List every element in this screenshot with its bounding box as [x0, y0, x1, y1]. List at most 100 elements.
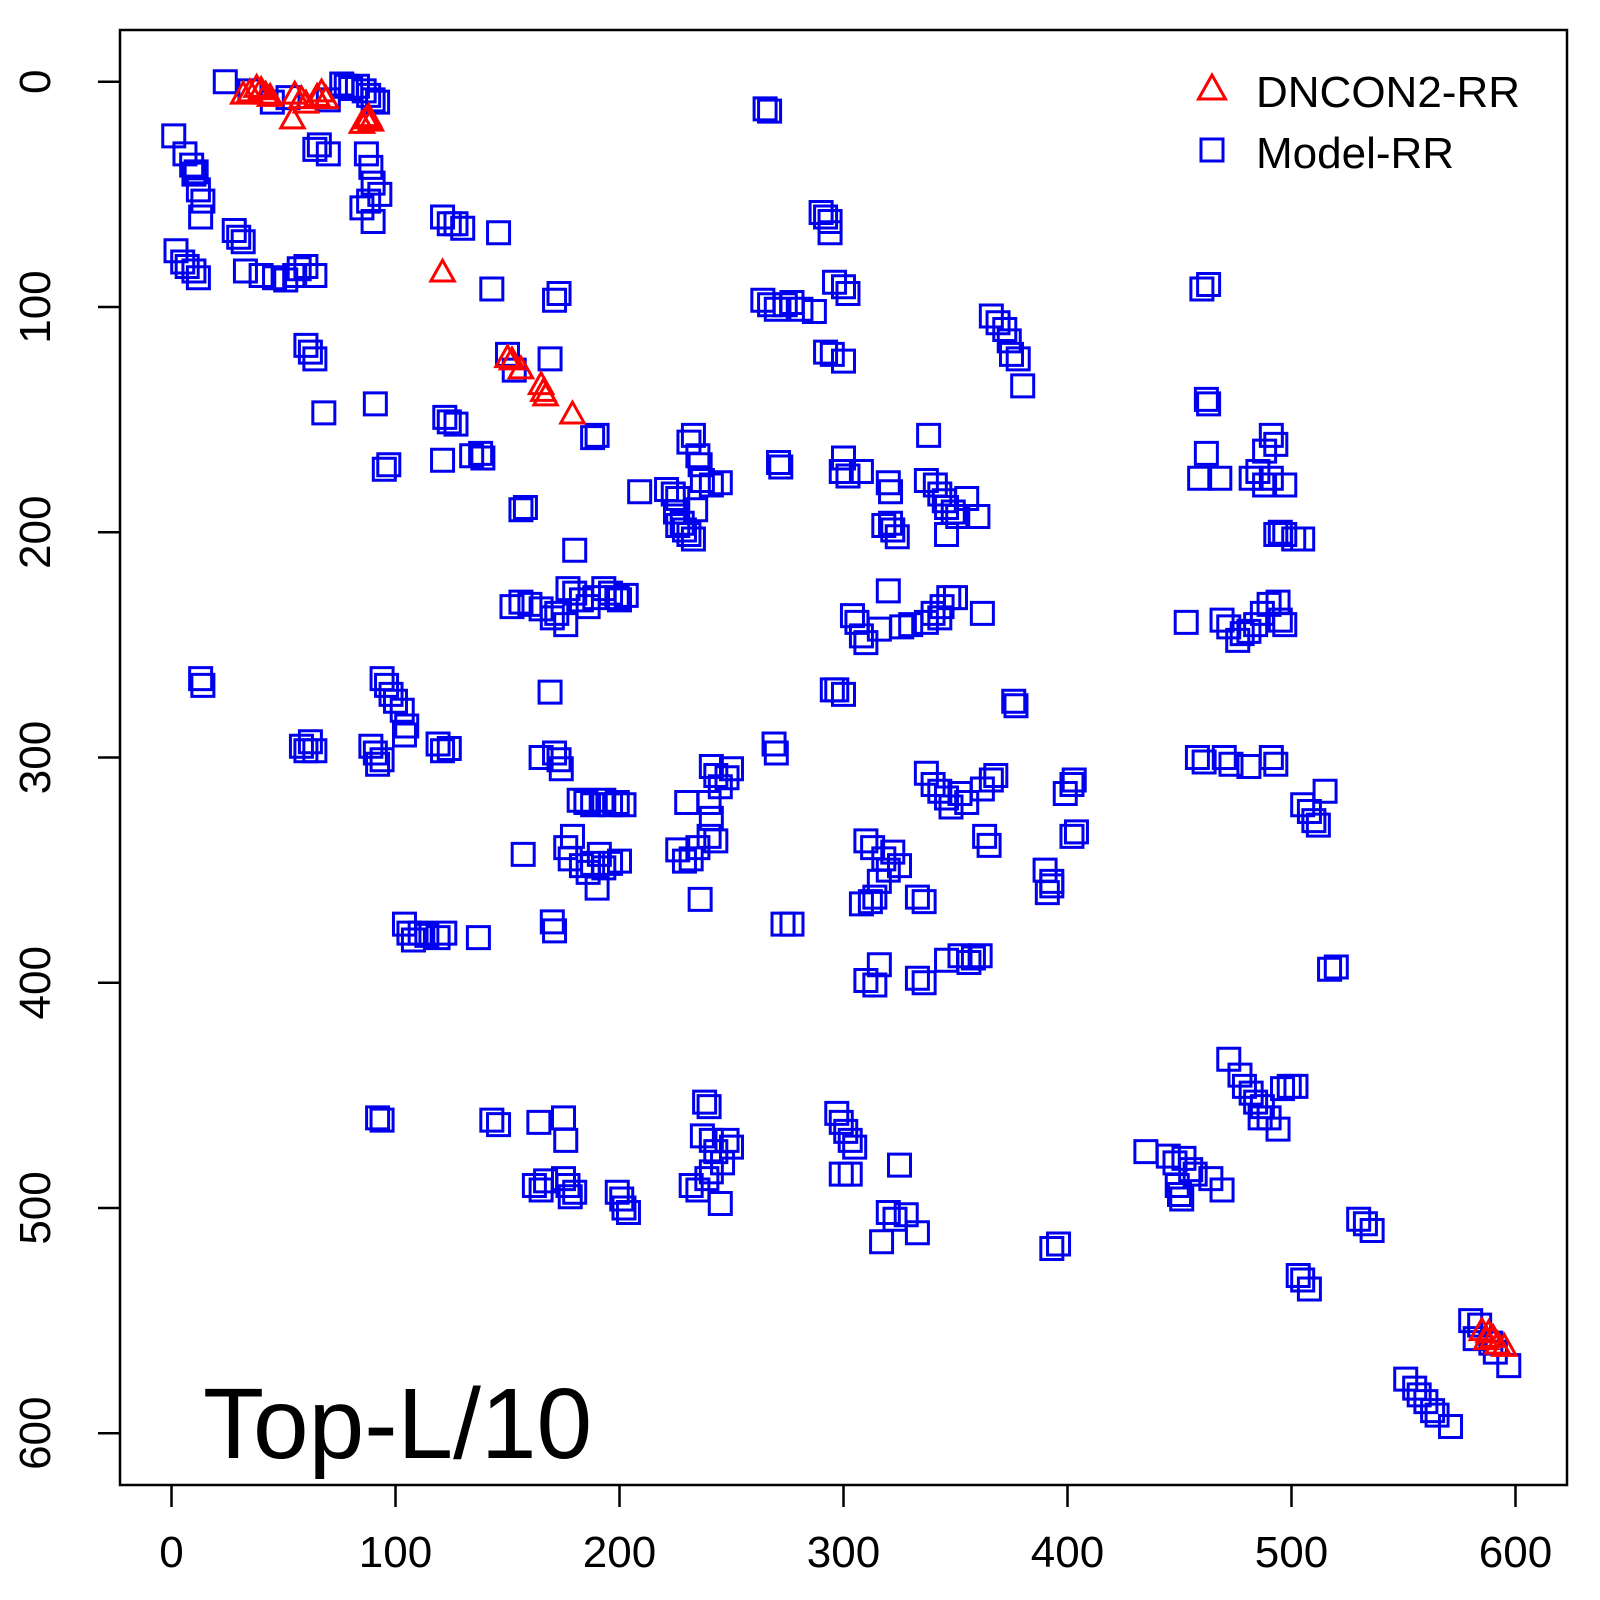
- model-point: [763, 740, 789, 766]
- model-point: [719, 756, 745, 782]
- model-point: [875, 857, 901, 883]
- x-axis: 0 100 200 300 400 500 600: [159, 1485, 1552, 1577]
- model-point: [365, 751, 391, 777]
- model-point: [430, 204, 456, 230]
- model-point: [1211, 745, 1237, 770]
- model-point: [822, 269, 848, 295]
- model-point: [293, 332, 319, 358]
- model-point: [315, 141, 341, 167]
- model-point: [286, 256, 312, 282]
- model-point: [262, 265, 288, 291]
- model-point: [768, 454, 794, 480]
- model-point: [512, 494, 538, 520]
- model-point: [911, 889, 937, 915]
- model-point: [1063, 819, 1089, 845]
- model-point: [689, 467, 715, 493]
- model-point: [443, 411, 469, 437]
- model-point: [942, 585, 968, 611]
- dncon2-point: [228, 79, 258, 105]
- model-point: [817, 220, 843, 246]
- model-point: [432, 404, 458, 430]
- model-point: [508, 497, 534, 523]
- model-point: [1346, 1206, 1372, 1232]
- model-point: [526, 1109, 552, 1135]
- model-point: [179, 152, 205, 178]
- model-point: [678, 846, 704, 872]
- model-point: [685, 443, 711, 469]
- model-point: [344, 73, 370, 99]
- model-point: [479, 1107, 505, 1133]
- model-point: [931, 488, 957, 514]
- model-point: [1256, 591, 1282, 617]
- model-point: [665, 837, 691, 863]
- model-point: [1359, 1217, 1385, 1243]
- model-point: [866, 616, 892, 642]
- model-point: [1413, 1389, 1439, 1415]
- model-point: [983, 763, 1009, 789]
- model-point: [486, 1112, 512, 1138]
- model-point: [302, 263, 328, 289]
- model-point: [828, 1109, 854, 1135]
- model-point: [288, 733, 314, 759]
- model-point: [992, 317, 1018, 343]
- model-point: [884, 524, 910, 550]
- model-point: [226, 224, 252, 250]
- model-point: [1267, 607, 1293, 633]
- model-point: [842, 1134, 868, 1160]
- model-point: [584, 422, 610, 448]
- model-point: [293, 253, 319, 279]
- model-point: [1193, 386, 1219, 412]
- model-point: [819, 341, 845, 367]
- model-point: [302, 136, 328, 162]
- model-point: [707, 470, 733, 496]
- model-point: [1169, 1186, 1195, 1212]
- model-point: [591, 787, 617, 813]
- model-point: [1290, 792, 1316, 818]
- y-tick-label: 500: [11, 1171, 60, 1244]
- model-point: [1236, 754, 1262, 780]
- model-point: [1406, 1382, 1432, 1408]
- model-point: [1193, 440, 1219, 466]
- model-point: [609, 1186, 635, 1212]
- model-point: [1209, 1177, 1235, 1203]
- model-point: [459, 443, 485, 469]
- model-point: [508, 589, 534, 615]
- model-point: [349, 195, 375, 221]
- model-point: [1263, 751, 1289, 777]
- model-point: [757, 98, 783, 124]
- model-point: [1227, 1062, 1253, 1088]
- model-point: [1252, 438, 1278, 464]
- dncon2-point: [311, 83, 341, 110]
- model-point: [450, 215, 476, 241]
- model-point: [1272, 472, 1298, 498]
- model-point: [360, 87, 386, 113]
- y-tick-label: 600: [11, 1396, 60, 1469]
- model-point: [880, 839, 906, 865]
- model-point: [1245, 458, 1271, 484]
- model-point: [425, 925, 451, 951]
- model-point: [383, 688, 409, 714]
- model-point: [174, 253, 200, 279]
- model-point: [555, 576, 581, 602]
- dncon2-point: [1490, 1331, 1519, 1357]
- model-point: [878, 479, 904, 505]
- model-point: [1352, 1211, 1378, 1237]
- model-point: [1005, 346, 1031, 372]
- model-point: [889, 614, 915, 640]
- model-point: [598, 580, 624, 606]
- model-point: [857, 889, 883, 915]
- model-point: [557, 1184, 583, 1210]
- model-point: [232, 258, 258, 284]
- model-point: [389, 697, 415, 723]
- model-point: [848, 891, 874, 917]
- dncon2-point: [428, 257, 457, 283]
- model-point: [1265, 1116, 1291, 1142]
- model-point: [573, 790, 599, 816]
- model-point: [468, 440, 494, 466]
- model-point: [1010, 373, 1036, 399]
- model-point: [934, 522, 960, 548]
- model-point: [1258, 465, 1284, 491]
- model-point: [546, 281, 572, 307]
- model-point: [1216, 614, 1242, 640]
- model-point: [436, 409, 462, 435]
